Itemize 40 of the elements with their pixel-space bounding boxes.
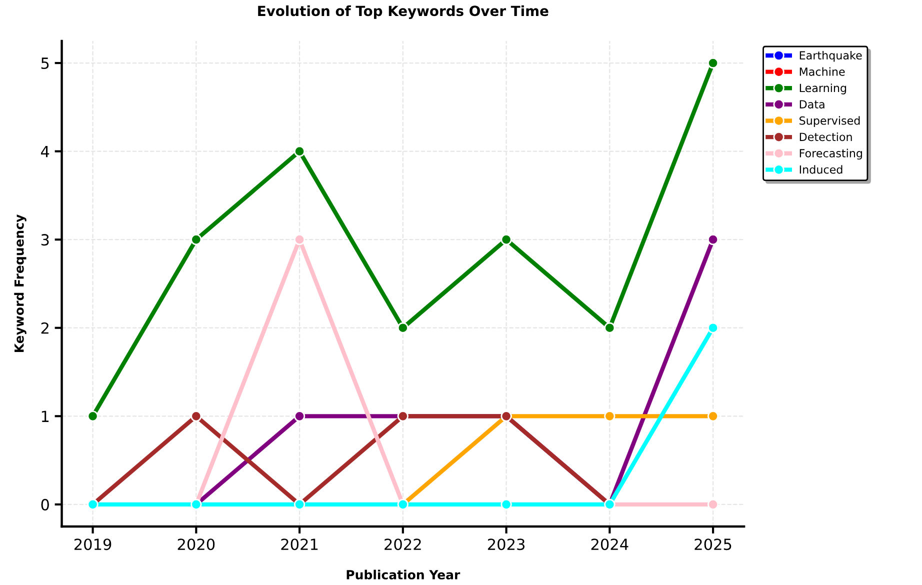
point (604, 322, 616, 334)
legend-label: Data (800, 100, 824, 108)
y-tick-label: 4 (40, 146, 50, 158)
point (87, 410, 98, 422)
point (294, 234, 306, 246)
x-tick-label: 2023 (488, 538, 525, 550)
point (604, 410, 616, 422)
legend-label: Earthquake (800, 50, 862, 62)
point (190, 410, 202, 422)
chart-title: Evolution of Top Keywords Over Time (258, 5, 548, 19)
x-tick-label: 2020 (178, 538, 215, 550)
y-tick-label: 3 (41, 234, 49, 246)
legend-label: Detection (800, 132, 852, 142)
x-tick-label: 2021 (281, 538, 318, 550)
point (500, 234, 512, 246)
point (397, 322, 408, 334)
legend-label: Supervised (800, 116, 860, 127)
point (707, 234, 719, 246)
x-tick-label: 2019 (74, 538, 112, 550)
x-tick-label: 2024 (591, 538, 628, 550)
y-tick-label: 1 (42, 410, 49, 422)
y-tick-label: 5 (41, 58, 49, 70)
legend-label: Forecasting (800, 148, 862, 160)
point (707, 322, 719, 334)
point (707, 410, 719, 422)
legend-label: Learning (800, 84, 846, 94)
x-axis-title: Publication Year (346, 570, 460, 580)
point (707, 57, 719, 69)
y-axis-title: Keyword Frequency (14, 214, 26, 352)
point (707, 498, 719, 510)
legend-label: Induced (800, 165, 842, 174)
legend-label: Machine (800, 67, 845, 76)
point (190, 234, 202, 246)
point (294, 146, 306, 157)
y-tick-label: 0 (41, 498, 49, 510)
x-tick-label: 2022 (384, 538, 421, 550)
x-tick-label: 2025 (694, 538, 732, 550)
y-tick-label: 2 (41, 322, 48, 334)
point (500, 498, 512, 510)
point (294, 410, 306, 422)
